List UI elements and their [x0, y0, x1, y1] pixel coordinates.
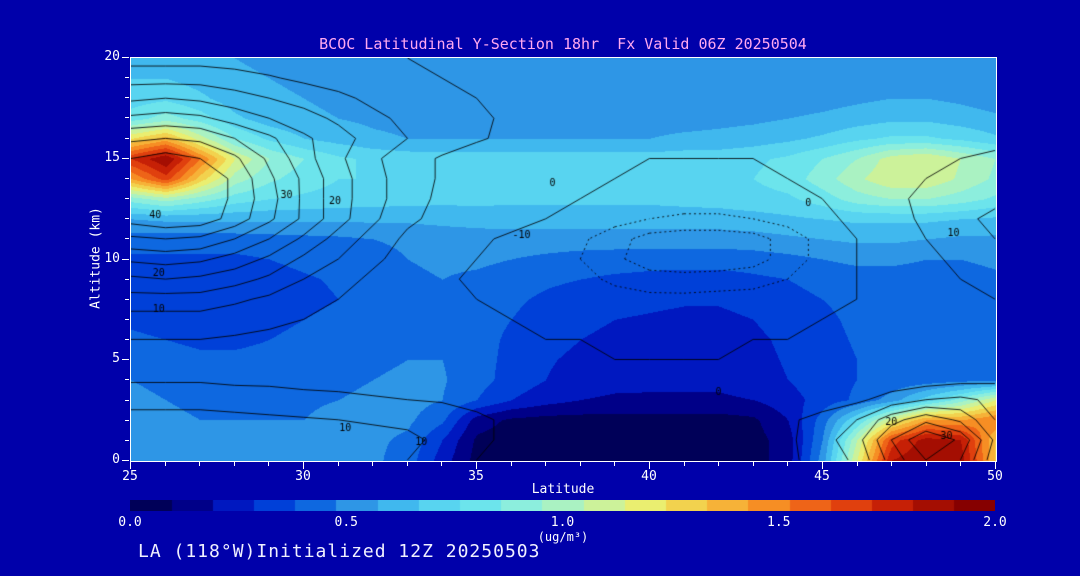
x-minor-tick — [857, 462, 858, 466]
y-minor-tick — [125, 339, 129, 340]
y-minor-tick — [125, 279, 129, 280]
x-minor-tick — [684, 462, 685, 466]
x-major-tick — [822, 462, 823, 469]
colorbar-tick-label: 0.5 — [334, 515, 358, 530]
x-major-tick — [303, 462, 304, 469]
x-minor-tick — [441, 462, 442, 466]
y-minor-tick — [125, 178, 129, 179]
y-major-tick — [122, 359, 129, 360]
x-minor-tick — [407, 462, 408, 466]
x-minor-tick — [511, 462, 512, 466]
x-major-tick — [649, 462, 650, 469]
y-minor-tick — [125, 379, 129, 380]
footer-text: LA (118°W)Initialized 12Z 20250503 — [138, 541, 541, 562]
x-major-tick — [995, 462, 996, 469]
x-minor-tick — [960, 462, 961, 466]
x-tick-label: 45 — [814, 469, 830, 484]
x-minor-tick — [338, 462, 339, 466]
x-tick-label: 30 — [295, 469, 311, 484]
x-minor-tick — [199, 462, 200, 466]
x-tick-label: 40 — [641, 469, 657, 484]
x-minor-tick — [268, 462, 269, 466]
x-minor-tick — [926, 462, 927, 466]
y-major-tick — [122, 158, 129, 159]
y-major-tick — [122, 460, 129, 461]
y-minor-tick — [125, 138, 129, 139]
x-tick-label: 50 — [987, 469, 1003, 484]
y-minor-tick — [125, 218, 129, 219]
plot-area — [130, 57, 997, 462]
colorbar-tick-label: 1.0 — [550, 515, 575, 530]
colorbar-tick-label: 1.5 — [767, 515, 791, 530]
x-minor-tick — [234, 462, 235, 466]
x-minor-tick — [165, 462, 166, 466]
x-tick-label: 25 — [122, 469, 138, 484]
y-minor-tick — [125, 319, 129, 320]
colorbar-tick-label: 2.0 — [983, 515, 1007, 530]
colorbar-units: (ug/m³) — [537, 530, 589, 544]
x-minor-tick — [753, 462, 754, 466]
y-minor-tick — [125, 77, 129, 78]
y-minor-tick — [125, 299, 129, 300]
x-minor-tick — [718, 462, 719, 466]
y-major-tick — [122, 57, 129, 58]
chart-title: BCOC Latitudinal Y-Section 18hr Fx Valid… — [319, 35, 807, 53]
x-minor-tick — [787, 462, 788, 466]
y-minor-tick — [125, 420, 129, 421]
colorbar-tick-label: 0.0 — [118, 515, 142, 530]
x-minor-tick — [372, 462, 373, 466]
y-tick-label: 15 — [104, 149, 120, 165]
contour-canvas — [131, 58, 996, 461]
y-minor-tick — [125, 238, 129, 239]
x-minor-tick — [545, 462, 546, 466]
y-minor-tick — [125, 198, 129, 199]
x-minor-tick — [580, 462, 581, 466]
y-minor-tick — [125, 400, 129, 401]
y-minor-tick — [125, 117, 129, 118]
y-tick-label: 0 — [112, 452, 120, 467]
colorbar-gradient — [130, 500, 995, 511]
y-major-tick — [122, 259, 129, 260]
x-axis-title: Latitude — [531, 482, 595, 497]
x-tick-label: 35 — [468, 469, 484, 484]
y-minor-tick — [125, 97, 129, 98]
x-major-tick — [130, 462, 131, 469]
y-tick-label: 10 — [104, 250, 120, 266]
x-major-tick — [476, 462, 477, 469]
x-minor-tick — [614, 462, 615, 466]
y-tick-label: 20 — [104, 49, 120, 64]
y-tick-label: 5 — [112, 351, 120, 367]
y-minor-tick — [125, 440, 129, 441]
x-minor-tick — [891, 462, 892, 466]
